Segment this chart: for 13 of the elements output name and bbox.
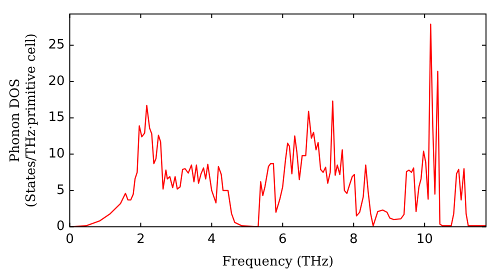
- x-axis-title: Frequency (THz): [222, 254, 334, 270]
- x-tick-label: 4: [208, 232, 216, 247]
- y-tick-label: 0: [56, 219, 65, 234]
- y-tick-label: 15: [48, 110, 65, 126]
- y-tick-label: 10: [48, 146, 65, 162]
- x-tick-label: 6: [278, 232, 287, 247]
- y-tick-label: 5: [56, 182, 65, 198]
- y-tick-label: 20: [48, 74, 65, 89]
- y-tick-label: 25: [48, 38, 65, 53]
- x-tick-label: 8: [349, 232, 358, 247]
- x-tick-label: 10: [416, 232, 433, 247]
- y-axis-title: Phonon DOS (States/THz·primitive cell): [8, 33, 39, 208]
- x-tick-label: 2: [136, 232, 145, 247]
